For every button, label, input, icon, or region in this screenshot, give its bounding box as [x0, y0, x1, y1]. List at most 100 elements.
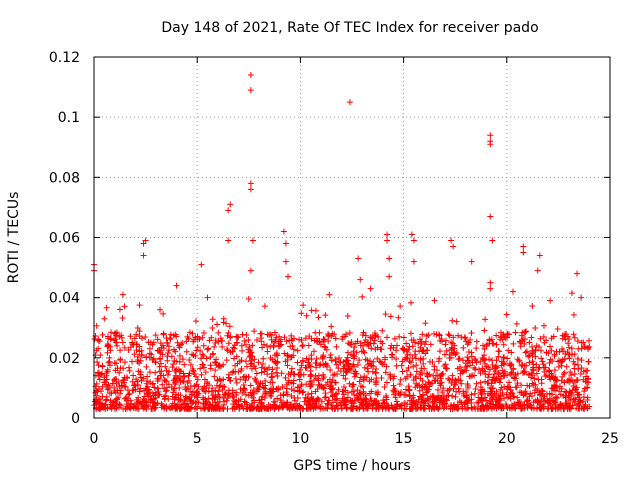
data-point	[301, 398, 308, 405]
data-point	[401, 346, 408, 353]
data-point	[529, 350, 536, 357]
data-point	[233, 379, 240, 386]
data-point	[568, 290, 575, 297]
data-point	[150, 355, 157, 362]
data-point	[136, 343, 143, 350]
data-point	[426, 403, 433, 410]
data-point	[307, 405, 314, 412]
data-point	[429, 380, 436, 387]
data-point	[417, 356, 424, 363]
data-point	[259, 361, 266, 368]
data-point	[335, 386, 342, 393]
data-point	[450, 334, 457, 341]
data-point	[394, 401, 401, 408]
data-point	[116, 390, 123, 397]
data-point	[384, 231, 391, 238]
data-point	[266, 364, 273, 371]
data-point	[137, 357, 144, 364]
data-point	[288, 365, 295, 372]
data-point	[439, 370, 446, 377]
x-tick-label: 25	[601, 431, 619, 447]
x-tick-label: 15	[395, 431, 413, 447]
data-point	[159, 351, 166, 358]
data-point	[103, 304, 110, 311]
data-point	[227, 377, 234, 384]
data-point	[515, 400, 522, 407]
data-point	[485, 374, 492, 381]
data-point	[391, 335, 398, 342]
data-point	[120, 405, 127, 412]
data-point	[104, 386, 111, 393]
data-point	[312, 401, 319, 408]
data-point	[288, 332, 295, 339]
data-point	[136, 328, 143, 335]
data-point	[249, 405, 256, 412]
data-point	[343, 369, 350, 376]
data-point	[447, 405, 454, 412]
data-point	[294, 347, 301, 354]
data-point	[559, 373, 566, 380]
data-point	[250, 390, 257, 397]
data-point	[438, 399, 445, 406]
data-point	[124, 395, 131, 402]
data-point	[370, 399, 377, 406]
data-point	[406, 387, 413, 394]
data-point	[495, 369, 502, 376]
data-point	[205, 345, 212, 352]
data-point	[510, 366, 517, 373]
data-point	[245, 295, 252, 302]
data-point	[482, 371, 489, 378]
data-point	[93, 322, 100, 329]
data-point	[541, 393, 548, 400]
data-point	[431, 400, 438, 407]
data-point	[420, 360, 427, 367]
data-point	[258, 338, 265, 345]
data-point	[313, 338, 320, 345]
data-point	[481, 346, 488, 353]
data-point	[317, 403, 324, 410]
data-point	[103, 372, 110, 379]
data-point	[107, 347, 114, 354]
data-point	[117, 387, 124, 394]
data-point	[527, 402, 534, 409]
data-point	[409, 400, 416, 407]
data-point	[448, 354, 455, 361]
data-point	[261, 405, 268, 412]
data-point	[108, 329, 115, 336]
data-point	[401, 356, 408, 363]
data-point	[192, 352, 199, 359]
data-point	[436, 355, 443, 362]
data-point	[430, 372, 437, 379]
data-point	[177, 367, 184, 374]
data-point	[326, 291, 333, 298]
data-point	[204, 294, 211, 301]
data-point	[526, 393, 533, 400]
data-point	[310, 348, 317, 355]
data-point	[430, 330, 437, 337]
data-point	[117, 347, 124, 354]
data-point	[290, 352, 297, 359]
data-point	[542, 373, 549, 380]
data-point	[535, 344, 542, 351]
data-point	[361, 373, 368, 380]
data-point	[397, 303, 404, 310]
data-point	[561, 405, 568, 412]
data-point	[431, 363, 438, 370]
data-point	[569, 351, 576, 358]
data-point	[203, 355, 210, 362]
data-point	[533, 370, 540, 377]
data-point	[133, 331, 140, 338]
data-point	[393, 347, 400, 354]
data-point	[540, 322, 547, 329]
data-point	[219, 343, 226, 350]
data-point	[124, 403, 131, 410]
data-point	[346, 380, 353, 387]
data-point	[231, 362, 238, 369]
data-point	[512, 384, 519, 391]
data-point	[99, 383, 106, 390]
data-point	[355, 255, 362, 262]
data-point	[376, 358, 383, 365]
data-point	[194, 376, 201, 383]
data-point	[227, 201, 234, 208]
data-point	[94, 369, 101, 376]
